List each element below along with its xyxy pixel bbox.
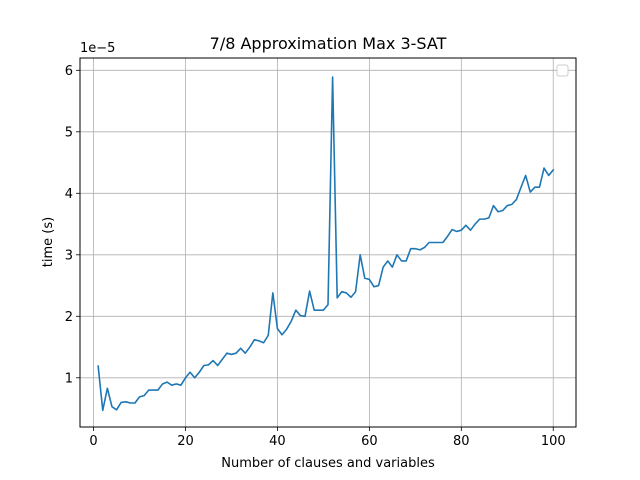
series-layer — [97, 76, 555, 412]
y-axis: 1 2 3 4 5 6 — [65, 64, 80, 386]
chart-title: 7/8 Approximation Max 3-SAT — [210, 34, 447, 53]
x-tick-label: 40 — [269, 434, 286, 449]
y-tick-label: 2 — [65, 310, 73, 325]
y-offset-label: 1e−5 — [80, 41, 115, 56]
y-tick-label: 3 — [65, 248, 73, 263]
x-axis-label: Number of clauses and variables — [221, 456, 435, 471]
y-axis-label: time (s) — [41, 217, 56, 267]
x-tick-label: 60 — [361, 434, 378, 449]
x-tick-label: 20 — [177, 434, 194, 449]
series-line — [97, 76, 555, 412]
x-tick-label: 100 — [541, 434, 566, 449]
y-tick-label: 1 — [65, 371, 73, 386]
x-tick-label: 80 — [453, 434, 470, 449]
x-tick-label: 0 — [89, 434, 97, 449]
y-tick-label: 5 — [65, 125, 73, 140]
y-tick-label: 6 — [65, 64, 73, 79]
y-tick-label: 4 — [65, 187, 73, 202]
plot-frame — [79, 57, 577, 428]
grid — [80, 58, 576, 427]
legend-box — [556, 64, 569, 77]
x-axis: 0 20 40 60 80 100 — [89, 427, 566, 449]
